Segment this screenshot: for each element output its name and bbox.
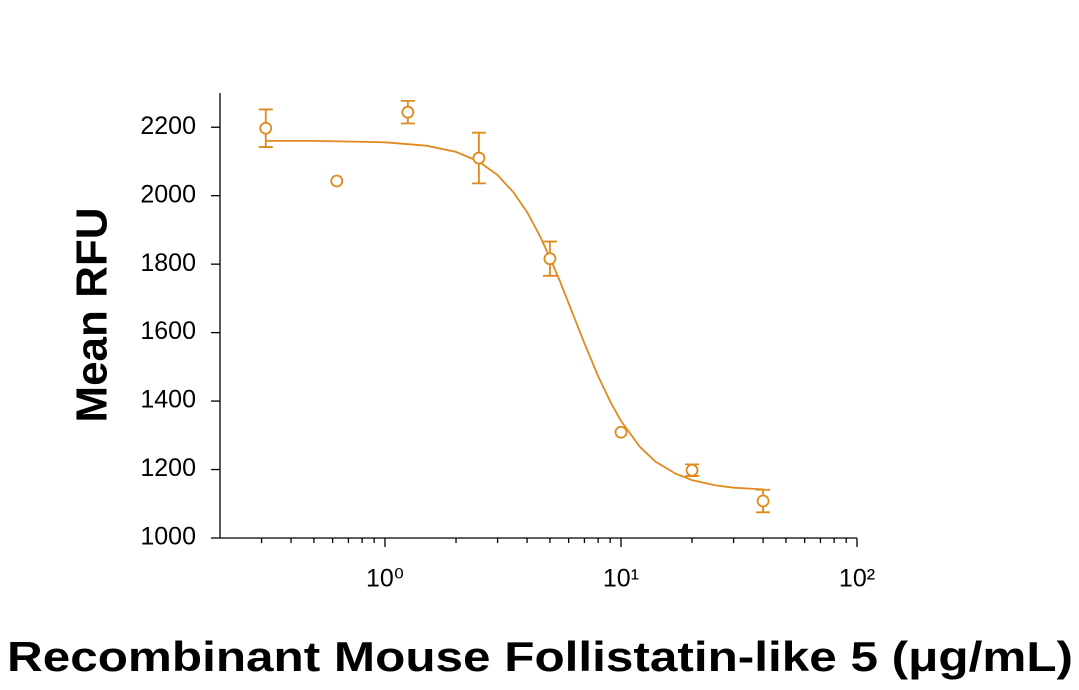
- y-tick-label: 1400: [140, 386, 196, 414]
- data-point: [756, 494, 770, 508]
- y-tick-label: 1600: [140, 317, 196, 345]
- y-tick-label: 2200: [140, 112, 196, 140]
- data-point: [543, 252, 557, 266]
- data-point: [614, 425, 628, 439]
- y-axis-title: Mean RFU: [68, 207, 117, 422]
- fit-curve: [265, 140, 764, 491]
- data-point: [259, 121, 273, 135]
- x-tick-label: 10¹: [603, 565, 639, 593]
- y-tick-label: 1000: [140, 523, 196, 551]
- data-point: [401, 105, 415, 119]
- x-tick-label: 10²: [839, 565, 875, 593]
- x-axis-title: Recombinant Mouse Follistatin-like 5 (μg…: [7, 633, 1073, 680]
- data-point: [685, 463, 699, 477]
- y-tick-label: 1800: [140, 249, 196, 277]
- data-point: [472, 151, 486, 165]
- y-tick-label: 2000: [140, 180, 196, 208]
- y-tick-label: 1200: [140, 454, 196, 482]
- data-point: [330, 174, 344, 188]
- x-tick-label: 10⁰: [366, 565, 404, 593]
